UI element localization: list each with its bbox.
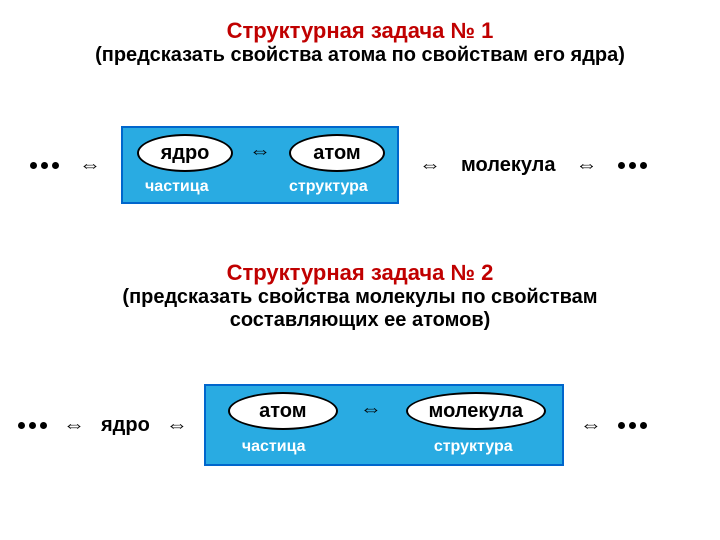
- task2-box: атом ⇔ молекула частица структура: [204, 384, 564, 466]
- task2-row: ⇔ ядро ⇔ атом ⇔ молекула частица структу…: [18, 384, 647, 466]
- task1-title: Структурная задача № 1: [0, 18, 720, 44]
- task2-subtitle: (предсказать свойства молекулы по свойст…: [70, 286, 650, 332]
- arrow-icon: ⇔: [360, 396, 382, 422]
- task1-box: ядро ⇔ атом частица структура: [121, 126, 399, 204]
- molecule-ellipse: молекула: [406, 392, 546, 430]
- arrow-icon: ⇔: [166, 414, 188, 436]
- nucleus-label: ядро: [161, 142, 210, 165]
- nucleus-label: ядро: [101, 414, 150, 437]
- molecule-label: молекула: [429, 400, 524, 423]
- structure-label: структура: [434, 438, 513, 456]
- task2-header: Структурная задача № 2 (предсказать свой…: [0, 260, 720, 332]
- atom-label: атом: [259, 400, 306, 423]
- task2-title: Структурная задача № 2: [0, 260, 720, 286]
- arrow-icon: ⇔: [63, 414, 85, 436]
- atom-ellipse: атом: [289, 134, 385, 172]
- arrow-icon: ⇔: [249, 138, 271, 164]
- arrow-icon: ⇔: [79, 154, 101, 176]
- left-dots: [30, 162, 59, 169]
- arrow-icon: ⇔: [576, 154, 598, 176]
- right-dots: [618, 162, 647, 169]
- left-dots: [18, 422, 47, 429]
- arrow-icon: ⇔: [580, 414, 602, 436]
- particle-label: частица: [242, 438, 306, 456]
- task1-row: ⇔ ядро ⇔ атом частица структура ⇔ молеку…: [30, 126, 647, 204]
- task1-header: Структурная задача № 1 (предсказать свой…: [0, 18, 720, 67]
- molecule-label: молекула: [461, 154, 556, 177]
- arrow-icon: ⇔: [419, 154, 441, 176]
- structure-label: структура: [289, 178, 368, 196]
- task1-subtitle: (предсказать свойства атома по свойствам…: [0, 44, 720, 67]
- particle-label: частица: [145, 178, 209, 196]
- atom-label: атом: [313, 142, 360, 165]
- atom-ellipse: атом: [228, 392, 338, 430]
- nucleus-ellipse: ядро: [137, 134, 233, 172]
- right-dots: [618, 422, 647, 429]
